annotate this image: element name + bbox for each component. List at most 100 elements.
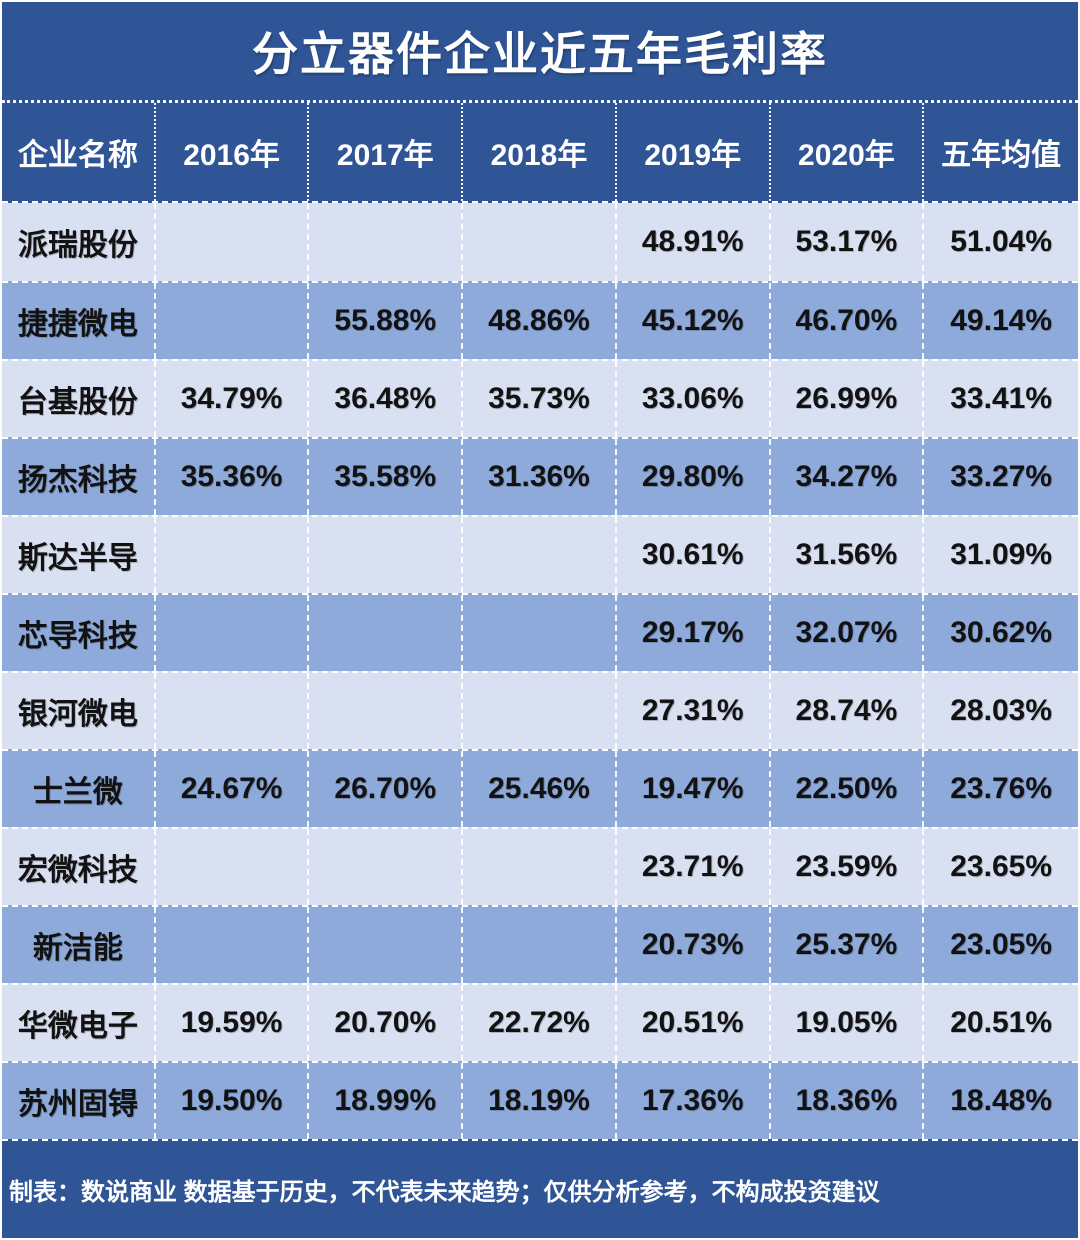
table-header-row: 企业名称 2016年 2017年 2018年 2019年 2020年 五年均值 — [2, 100, 1078, 201]
company-name-cell: 宏微科技 — [2, 829, 156, 905]
table-row: 苏州固锝 19.50% 18.99% 18.19% 17.36% 18.36% … — [2, 1061, 1078, 1139]
value-cell: 34.27% — [771, 439, 925, 515]
column-header-2019: 2019年 — [617, 103, 771, 201]
value-cell: 19.47% — [617, 751, 771, 827]
value-cell: 53.17% — [771, 203, 925, 281]
value-cell: 23.05% — [950, 928, 1052, 961]
value-cell: 19.50% — [156, 1063, 310, 1139]
value-cell — [156, 673, 310, 749]
value-cell — [309, 829, 464, 905]
value-cell: 28.74% — [771, 673, 925, 749]
table-row: 士兰微 24.67% 26.70% 25.46% 19.47% 22.50% 2… — [2, 749, 1078, 827]
value-cell: 22.50% — [771, 751, 925, 827]
value-cell: 33.41% — [950, 382, 1052, 415]
value-cell: 23.71% — [617, 829, 771, 905]
value-cell — [309, 595, 464, 671]
column-header-2020: 2020年 — [771, 103, 925, 201]
value-cell: 25.37% — [771, 907, 925, 983]
table-row: 台基股份 34.79% 36.48% 35.73% 33.06% 26.99% … — [2, 359, 1078, 437]
value-cell: 30.61% — [617, 517, 771, 593]
value-cell: 33.27% — [950, 460, 1052, 493]
value-cell: 19.59% — [156, 985, 310, 1061]
company-name-cell: 斯达半导 — [2, 517, 156, 593]
value-cell: 48.86% — [463, 283, 617, 359]
column-header-2018: 2018年 — [463, 103, 617, 201]
value-cell — [463, 673, 617, 749]
value-cell: 20.70% — [309, 985, 464, 1061]
value-cell: 28.03% — [950, 694, 1052, 727]
value-cell: 49.14% — [950, 304, 1052, 337]
value-cell: 32.07% — [771, 595, 925, 671]
value-cell: 23.59% — [771, 829, 925, 905]
value-cell: 19.05% — [771, 985, 925, 1061]
column-header-2016: 2016年 — [156, 103, 310, 201]
value-cell: 20.51% — [617, 985, 771, 1061]
value-cell: 22.72% — [463, 985, 617, 1061]
value-cell: 18.99% — [309, 1063, 464, 1139]
company-name-cell: 扬杰科技 — [2, 439, 156, 515]
column-header-company: 企业名称 — [2, 103, 156, 201]
value-cell — [156, 829, 310, 905]
value-cell: 18.48% — [950, 1084, 1052, 1117]
value-cell — [309, 517, 464, 593]
value-cell: 23.76% — [950, 772, 1052, 805]
company-name-cell: 苏州固锝 — [2, 1063, 156, 1139]
value-cell: 18.36% — [771, 1063, 925, 1139]
company-name-cell: 捷捷微电 — [2, 283, 156, 359]
company-name-cell: 芯导科技 — [2, 595, 156, 671]
value-cell — [309, 907, 464, 983]
value-cell: 34.79% — [156, 361, 310, 437]
company-name-cell: 银河微电 — [2, 673, 156, 749]
value-cell: 18.19% — [463, 1063, 617, 1139]
table-row: 斯达半导 30.61% 31.56% 31.09% — [2, 515, 1078, 593]
value-cell: 20.51% — [950, 1006, 1052, 1039]
value-cell: 24.67% — [156, 751, 310, 827]
value-cell: 23.65% — [950, 850, 1052, 883]
footer-note: 制表：数说商业 数据基于历史，不代表未来趋势；仅供分析参考，不构成投资建议 — [9, 1179, 880, 1206]
table-body: 派瑞股份 48.91% 53.17% 51.04% 捷捷微电 55.88% 48… — [2, 201, 1078, 1141]
value-cell: 36.48% — [309, 361, 464, 437]
page-title: 分立器件企业近五年毛利率 — [252, 28, 828, 80]
value-cell: 35.73% — [463, 361, 617, 437]
value-cell — [309, 673, 464, 749]
value-cell: 20.73% — [617, 907, 771, 983]
table-row: 银河微电 27.31% 28.74% 28.03% — [2, 671, 1078, 749]
company-name-cell: 士兰微 — [2, 751, 156, 827]
table-row: 扬杰科技 35.36% 35.58% 31.36% 29.80% 34.27% … — [2, 437, 1078, 515]
value-cell — [463, 203, 617, 281]
company-name-cell: 华微电子 — [2, 985, 156, 1061]
value-cell — [156, 203, 310, 281]
value-cell — [463, 907, 617, 983]
value-cell: 29.17% — [617, 595, 771, 671]
table-row: 华微电子 19.59% 20.70% 22.72% 20.51% 19.05% … — [2, 983, 1078, 1061]
table-row: 芯导科技 29.17% 32.07% 30.62% — [2, 593, 1078, 671]
value-cell: 29.80% — [617, 439, 771, 515]
value-cell: 30.62% — [950, 616, 1052, 649]
value-cell: 25.46% — [463, 751, 617, 827]
value-cell: 27.31% — [617, 673, 771, 749]
value-cell: 55.88% — [309, 283, 464, 359]
value-cell — [156, 517, 310, 593]
value-cell: 35.36% — [156, 439, 310, 515]
value-cell — [156, 283, 310, 359]
column-header-average: 五年均值 — [941, 139, 1062, 172]
table-row: 新洁能 20.73% 25.37% 23.05% — [2, 905, 1078, 983]
value-cell: 48.91% — [617, 203, 771, 281]
company-name-cell: 派瑞股份 — [2, 203, 156, 281]
value-cell: 46.70% — [771, 283, 925, 359]
value-cell — [309, 203, 464, 281]
company-name-cell: 新洁能 — [2, 907, 156, 983]
value-cell: 26.99% — [771, 361, 925, 437]
value-cell — [463, 517, 617, 593]
value-cell: 35.58% — [309, 439, 464, 515]
value-cell: 31.56% — [771, 517, 925, 593]
value-cell: 51.04% — [950, 225, 1052, 258]
value-cell — [156, 595, 310, 671]
table-row: 捷捷微电 55.88% 48.86% 45.12% 46.70% 49.14% — [2, 281, 1078, 359]
value-cell — [156, 907, 310, 983]
company-name-cell: 台基股份 — [2, 361, 156, 437]
column-header-2017: 2017年 — [309, 103, 464, 201]
value-cell: 33.06% — [617, 361, 771, 437]
value-cell: 17.36% — [617, 1063, 771, 1139]
